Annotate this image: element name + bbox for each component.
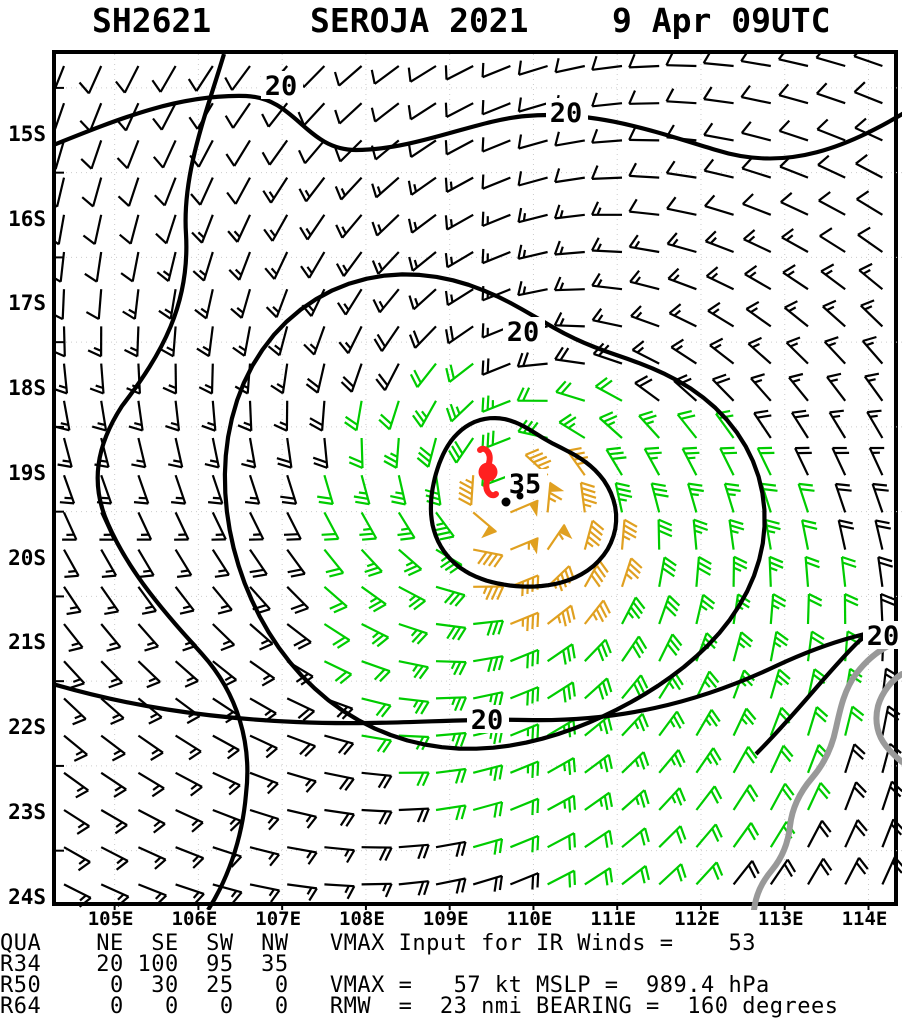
y-tick-label: 20S xyxy=(8,546,46,570)
y-axis-labels: 15S 16S 17S 18S 19S 20S 21S 22S 23S 24S xyxy=(0,50,50,906)
storm-id: SH2621 xyxy=(92,1,211,40)
storm-parameter-table: QUA NE SE SW NW VMAX Input for IR Winds … xyxy=(0,931,919,1014)
contour-label: 35 xyxy=(509,469,542,500)
x-tick-label: 113E xyxy=(758,908,804,930)
y-tick-label: 15S xyxy=(8,122,46,146)
y-tick-label: 18S xyxy=(8,376,46,400)
x-tick-label: 111E xyxy=(590,908,636,930)
contour-label: 20 xyxy=(507,317,540,348)
gridlines xyxy=(56,54,902,910)
x-tick-label: 106E xyxy=(172,908,218,930)
table-row: R64 0 0 0 0 RMW = 23 nmi BEARING = 160 d… xyxy=(0,994,919,1015)
contour-label: 20 xyxy=(550,98,583,129)
wind-field-plot: 20 20 20 35 20 20 xyxy=(52,50,898,906)
contour-label: 20 xyxy=(867,621,900,652)
x-tick-label: 109E xyxy=(423,908,469,930)
chart-title: SH2621 SEROJA 2021 9 Apr 09UTC xyxy=(0,0,919,42)
contour-label: 20 xyxy=(265,71,298,102)
y-tick-label: 23S xyxy=(8,800,46,824)
x-tick-label: 108E xyxy=(339,908,385,930)
table-row: QUA NE SE SW NW VMAX Input for IR Winds … xyxy=(0,931,919,952)
wind-contours xyxy=(56,54,902,910)
x-tick-label: 110E xyxy=(507,908,553,930)
y-tick-label: 19S xyxy=(8,461,46,485)
table-row: R34 20 100 95 35 xyxy=(0,952,919,973)
table-row: R50 0 30 25 0 VMAX = 57 kt MSLP = 989.4 … xyxy=(0,973,919,994)
wind-barbs xyxy=(56,54,902,907)
cyclone-symbol[interactable] xyxy=(479,449,498,495)
y-tick-label: 17S xyxy=(8,291,46,315)
x-tick-label: 105E xyxy=(88,908,134,930)
y-tick-label: 16S xyxy=(8,207,46,231)
storm-name-year: SEROJA 2021 xyxy=(310,1,529,40)
wind-field-svg: 20 20 20 35 20 20 xyxy=(56,54,902,910)
x-tick-label: 114E xyxy=(842,908,888,930)
x-tick-label: 112E xyxy=(674,908,720,930)
contour-label: 20 xyxy=(471,705,504,736)
y-tick-label: 21S xyxy=(8,630,46,654)
y-tick-label: 22S xyxy=(8,715,46,739)
contour-labels: 20 20 20 35 20 20 xyxy=(261,71,902,736)
plot-canvas: 20 20 20 35 20 20 xyxy=(56,54,902,910)
x-tick-label: 107E xyxy=(255,908,301,930)
y-tick-label: 24S xyxy=(8,885,46,909)
chart-datetime: 9 Apr 09UTC xyxy=(612,1,831,40)
